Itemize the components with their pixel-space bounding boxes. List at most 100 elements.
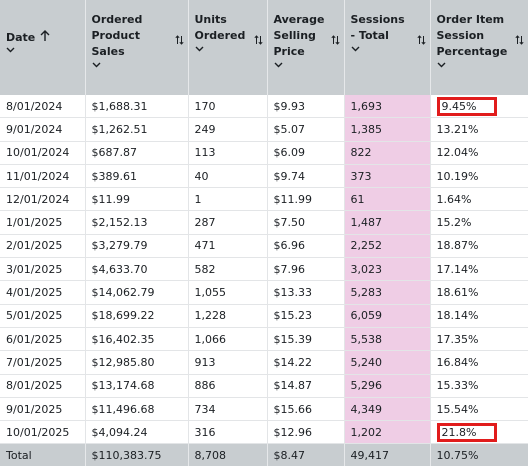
- sort-icon[interactable]: [515, 34, 524, 46]
- cell-date: 9/01/2024: [0, 117, 85, 142]
- table-row: 9/01/2025 $11,496.68 734 $15.66 4,349 15.54%: [0, 397, 528, 422]
- cell-order-item-session-percentage: 18.87%: [429, 234, 528, 259]
- cell-order-item-session-percentage: 9.45%: [429, 95, 528, 119]
- cell-date: 1/01/2025: [0, 210, 85, 235]
- cell-ordered-product-sales: $1,688.31: [84, 95, 188, 119]
- table-row: 12/01/2024 $11.99 1 $11.99 61 1.64%: [0, 187, 528, 212]
- cell-date: 5/01/2025: [0, 304, 85, 328]
- total-sessions: 49,417: [343, 443, 430, 467]
- cell-units-ordered: 471: [187, 234, 267, 259]
- column-header-date[interactable]: Date: [0, 0, 85, 95]
- cell-ordered-product-sales: $389.61: [84, 164, 188, 189]
- column-label-sessions-total: Sessions - Total: [350, 13, 405, 42]
- column-header-order-item-session-percentage[interactable]: Order Item Session Percentage: [429, 0, 528, 95]
- column-label-order-item-session-percentage: Order Item Session Percentage: [436, 13, 508, 58]
- table-row: 6/01/2025 $16,402.35 1,066 $15.39 5,538 17.35…: [0, 327, 528, 352]
- cell-ordered-product-sales: $11,496.68: [84, 397, 188, 422]
- sort-icon[interactable]: [416, 34, 426, 46]
- cell-order-item-session-percentage: 15.33%: [429, 374, 528, 398]
- table-header: Date Ordered Product Sales: [0, 0, 528, 95]
- cell-sessions-total: 4,349: [343, 397, 430, 422]
- highlight-box: 9.45%: [436, 96, 498, 116]
- cell-average-selling-price: $15.23: [266, 304, 344, 328]
- cell-sessions-total: 373: [343, 164, 430, 189]
- cell-average-selling-price: $6.96: [266, 234, 344, 259]
- total-units: 8,708: [187, 443, 267, 467]
- cell-average-selling-price: $12.96: [266, 420, 344, 445]
- cell-ordered-product-sales: $1,262.51: [84, 117, 188, 142]
- cell-average-selling-price: $15.39: [266, 327, 344, 352]
- cell-ordered-product-sales: $13,174.68: [84, 374, 188, 398]
- column-header-sessions-total[interactable]: Sessions - Total: [343, 0, 430, 95]
- arrow-up-icon[interactable]: [40, 30, 50, 42]
- cell-sessions-total: 61: [343, 187, 430, 212]
- cell-sessions-total: 1,693: [343, 95, 430, 119]
- chevron-down-icon[interactable]: [6, 46, 15, 53]
- chevron-down-icon[interactable]: [274, 61, 283, 68]
- table-row: 1/01/2025 $2,152.13 287 $7.50 1,487 15.2%: [0, 210, 528, 235]
- cell-units-ordered: 913: [187, 350, 267, 375]
- sort-icon[interactable]: [174, 34, 184, 46]
- cell-units-ordered: 1,066: [187, 327, 267, 352]
- cell-average-selling-price: $6.09: [266, 141, 344, 165]
- cell-sessions-total: 1,202: [343, 420, 430, 445]
- cell-units-ordered: 1,228: [187, 304, 267, 328]
- cell-average-selling-price: $7.50: [266, 210, 344, 235]
- table-body: 8/01/2024 $1,688.31 170 $9.93 1,693 9.45% 9/01…: [0, 95, 528, 445]
- cell-average-selling-price: $13.33: [266, 280, 344, 305]
- cell-units-ordered: 1,055: [187, 280, 267, 305]
- cell-order-item-session-percentage: 15.54%: [429, 397, 528, 422]
- cell-date: 12/01/2024: [0, 187, 85, 212]
- cell-sessions-total: 1,487: [343, 210, 430, 235]
- total-asp: $8.47: [266, 443, 344, 467]
- cell-order-item-session-percentage: 21.8%: [429, 420, 528, 445]
- total-pct: 10.75%: [429, 443, 528, 467]
- cell-date: 7/01/2025: [0, 350, 85, 375]
- column-label-ordered-product-sales: Ordered Product Sales: [91, 13, 143, 58]
- table-footer: Total $110,383.75 8,708 $8.47 49,417 10.…: [0, 443, 528, 467]
- chevron-down-icon[interactable]: [437, 61, 446, 68]
- cell-sessions-total: 5,240: [343, 350, 430, 375]
- column-header-units-ordered[interactable]: Units Ordered: [187, 0, 267, 95]
- cell-ordered-product-sales: $14,062.79: [84, 280, 188, 305]
- table-row: 9/01/2024 $1,262.51 249 $5.07 1,385 13.21%: [0, 117, 528, 142]
- cell-average-selling-price: $9.74: [266, 164, 344, 189]
- cell-date: 3/01/2025: [0, 257, 85, 282]
- column-label-units-ordered: Units Ordered: [194, 13, 246, 42]
- cell-order-item-session-percentage: 1.64%: [429, 187, 528, 212]
- sort-icon[interactable]: [253, 34, 263, 46]
- cell-ordered-product-sales: $12,985.80: [84, 350, 188, 375]
- cell-ordered-product-sales: $4,094.24: [84, 420, 188, 445]
- chevron-down-icon[interactable]: [195, 45, 204, 52]
- cell-date: 11/01/2024: [0, 164, 85, 189]
- table-row: 4/01/2025 $14,062.79 1,055 $13.33 5,283 18.61…: [0, 280, 528, 305]
- cell-average-selling-price: $14.87: [266, 374, 344, 398]
- table-row: 8/01/2024 $1,688.31 170 $9.93 1,693 9.45%: [0, 95, 528, 119]
- cell-sessions-total: 5,283: [343, 280, 430, 305]
- cell-order-item-session-percentage: 10.19%: [429, 164, 528, 189]
- sort-icon[interactable]: [330, 34, 340, 46]
- highlight-box: 21.8%: [436, 422, 498, 442]
- cell-ordered-product-sales: $3,279.79: [84, 234, 188, 259]
- column-header-ordered-product-sales[interactable]: Ordered Product Sales: [84, 0, 188, 95]
- cell-average-selling-price: $11.99: [266, 187, 344, 212]
- cell-ordered-product-sales: $687.87: [84, 141, 188, 165]
- column-header-average-selling-price[interactable]: Average Selling Price: [266, 0, 344, 95]
- cell-order-item-session-percentage: 12.04%: [429, 141, 528, 165]
- cell-average-selling-price: $7.96: [266, 257, 344, 282]
- cell-date: 10/01/2024: [0, 141, 85, 165]
- cell-order-item-session-percentage: 17.14%: [429, 257, 528, 282]
- chevron-down-icon[interactable]: [351, 45, 360, 52]
- cell-ordered-product-sales: $2,152.13: [84, 210, 188, 235]
- cell-units-ordered: 113: [187, 141, 267, 165]
- total-sales: $110,383.75: [84, 443, 188, 467]
- cell-date: 6/01/2025: [0, 327, 85, 352]
- cell-units-ordered: 1: [187, 187, 267, 212]
- cell-date: 9/01/2025: [0, 397, 85, 422]
- cell-order-item-session-percentage: 16.84%: [429, 350, 528, 375]
- chevron-down-icon[interactable]: [92, 61, 101, 68]
- table-row: 7/01/2025 $12,985.80 913 $14.22 5,240 16.84%: [0, 350, 528, 375]
- cell-average-selling-price: $15.66: [266, 397, 344, 422]
- cell-order-item-session-percentage: 17.35%: [429, 327, 528, 352]
- cell-sessions-total: 822: [343, 141, 430, 165]
